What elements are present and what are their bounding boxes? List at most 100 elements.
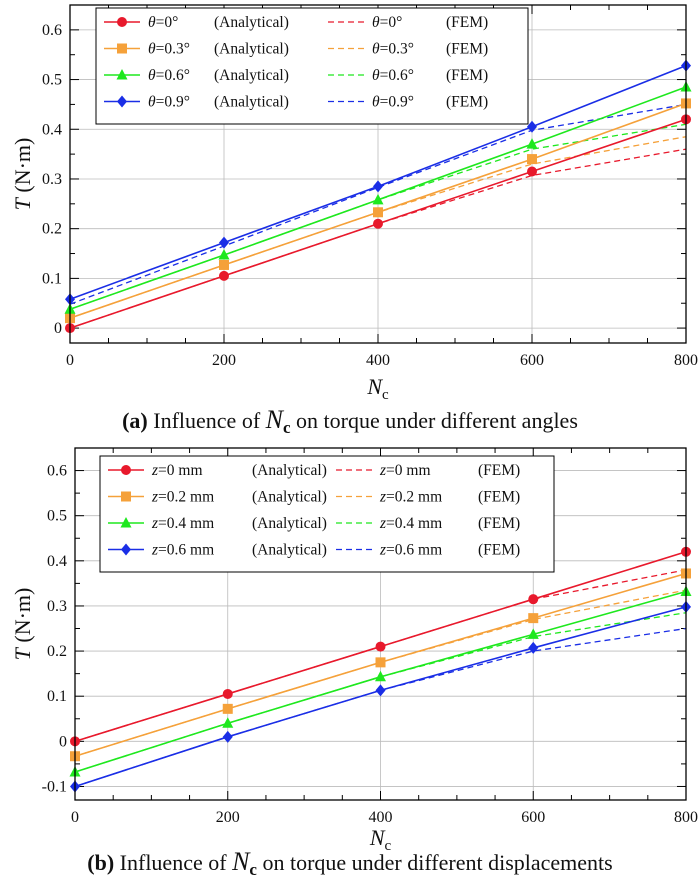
legend-box	[95, 7, 529, 125]
y-axis-label: T (N·m)	[10, 138, 35, 211]
caption-suffix: on torque under different angles	[291, 408, 578, 433]
y-tick-label: 0.4	[42, 121, 62, 138]
x-tick-label: 800	[674, 809, 698, 826]
legend-method: (Analytical)	[252, 542, 327, 559]
y-tick-label: 0.2	[42, 221, 62, 238]
legend-param: z	[151, 489, 158, 506]
data-point	[222, 688, 233, 699]
legend-method: (FEM)	[446, 41, 488, 58]
legend-item-fem: z=0.2 mm (FEM)	[336, 489, 520, 506]
y-tick-label: 0	[59, 733, 67, 750]
legend-item-analytical: θ=0.3° (Analytical)	[104, 41, 289, 58]
legend-item-fem: θ=0.9° (FEM)	[328, 94, 488, 111]
legend-method: (FEM)	[478, 489, 520, 506]
legend-value: =0°	[156, 14, 179, 31]
legend-marker	[116, 69, 128, 80]
legend-label: z=0 mm (Analytical)	[151, 462, 327, 479]
data-point	[222, 717, 234, 728]
series-line-fem	[74, 569, 687, 742]
y-axis-label: T (N·m)	[10, 588, 35, 661]
legend-label: θ=0.9° (Analytical)	[148, 94, 289, 111]
legend-value: =0.3°	[380, 41, 414, 58]
legend-value: =0.6 mm	[158, 542, 214, 559]
legend-value: =0.9°	[156, 94, 190, 111]
legend-value: =0.2 mm	[158, 489, 214, 506]
data-point	[372, 193, 384, 205]
data-point	[528, 594, 539, 605]
legend-marker	[120, 517, 132, 528]
legend-label: θ=0.9° (FEM)	[372, 94, 488, 111]
y-tick-label: 0.6	[47, 463, 67, 480]
legend-param: z	[151, 515, 158, 532]
legend-method: (FEM)	[446, 67, 488, 84]
legend-item-fem: θ=0° (FEM)	[328, 14, 488, 31]
legend-label: z=0.2 mm (Analytical)	[151, 489, 327, 506]
legend-param: z	[151, 462, 158, 479]
legend-item-analytical: θ=0.6° (Analytical)	[104, 67, 289, 84]
x-tick-label: 400	[366, 352, 390, 369]
y-tick-label: 0	[54, 320, 62, 337]
y-axis-unit: (N·m)	[10, 588, 35, 648]
legend-item-analytical: θ=0.9° (Analytical)	[104, 94, 289, 111]
legend-method: (Analytical)	[214, 94, 289, 111]
legend-method: (FEM)	[478, 462, 520, 479]
legend-value: =0.6°	[156, 67, 190, 84]
y-tick-label: 0.1	[42, 270, 62, 287]
caption-subscript: c	[249, 860, 257, 879]
legend-marker	[117, 43, 127, 54]
data-point	[219, 236, 229, 249]
data-point	[375, 641, 386, 652]
data-point	[527, 628, 539, 639]
data-point	[527, 166, 537, 177]
data-point	[373, 207, 383, 218]
legend-marker	[121, 491, 131, 502]
legend-label: z=0.6 mm (FEM)	[379, 542, 520, 559]
legend-param: z	[379, 462, 386, 479]
data-point	[528, 613, 539, 624]
legend-item-analytical: z=0.6 mm (Analytical)	[108, 542, 327, 559]
legend-method: (FEM)	[446, 14, 488, 31]
y-tick-label: -0.1	[42, 778, 67, 795]
legend-item-analytical: θ=0° (Analytical)	[104, 14, 289, 31]
data-point	[218, 249, 230, 260]
legend-param: θ	[148, 41, 156, 58]
data-point	[527, 154, 537, 165]
legend-box	[99, 455, 555, 573]
legend-label: θ=0.3° (FEM)	[372, 41, 488, 58]
data-point	[219, 270, 229, 281]
legend-item-fem: θ=0.3° (FEM)	[328, 41, 488, 58]
data-point	[222, 730, 233, 743]
data-point	[222, 703, 233, 714]
legend-item-fem: z=0 mm (FEM)	[336, 462, 520, 479]
y-tick-label: 0.5	[47, 508, 67, 525]
x-tick-label: 600	[521, 809, 545, 826]
legend-param: z	[379, 489, 386, 506]
x-tick-label: 400	[369, 809, 393, 826]
legend-value: =0 mm	[158, 462, 202, 479]
legend-param: θ	[372, 94, 380, 111]
caption-suffix: on torque under different displacements	[257, 850, 613, 875]
legend-value: =0 mm	[386, 462, 430, 479]
caption-text: Influence of	[148, 408, 266, 433]
y-tick-label: 0.1	[47, 688, 67, 705]
legend-marker	[117, 95, 127, 108]
legend-param: z	[379, 515, 386, 532]
legend-item-analytical: z=0.4 mm (Analytical)	[108, 515, 327, 532]
legend-param: z	[151, 542, 158, 559]
plot-frame	[74, 447, 687, 801]
chart-panel-b: 0 200 400 600 800-0.100.10.20.30.40.50.6 z=0 …	[10, 447, 698, 879]
legend-label: z=0.6 mm (Analytical)	[151, 542, 327, 559]
legend-label: z=0 mm (FEM)	[379, 462, 520, 479]
x-axis-label: Nc	[366, 374, 389, 403]
legend-marker	[117, 17, 127, 27]
x-tick-label: 0	[71, 809, 79, 826]
data-point	[527, 120, 537, 133]
legend-value: =0.6°	[380, 67, 414, 84]
y-tick-label: 0.4	[47, 553, 67, 570]
legend-method: (Analytical)	[214, 67, 289, 84]
y-tick-label: 0.6	[42, 22, 62, 39]
x-tick-label: 600	[520, 352, 544, 369]
legend-method: (Analytical)	[252, 515, 327, 532]
legend-marker	[121, 465, 131, 475]
